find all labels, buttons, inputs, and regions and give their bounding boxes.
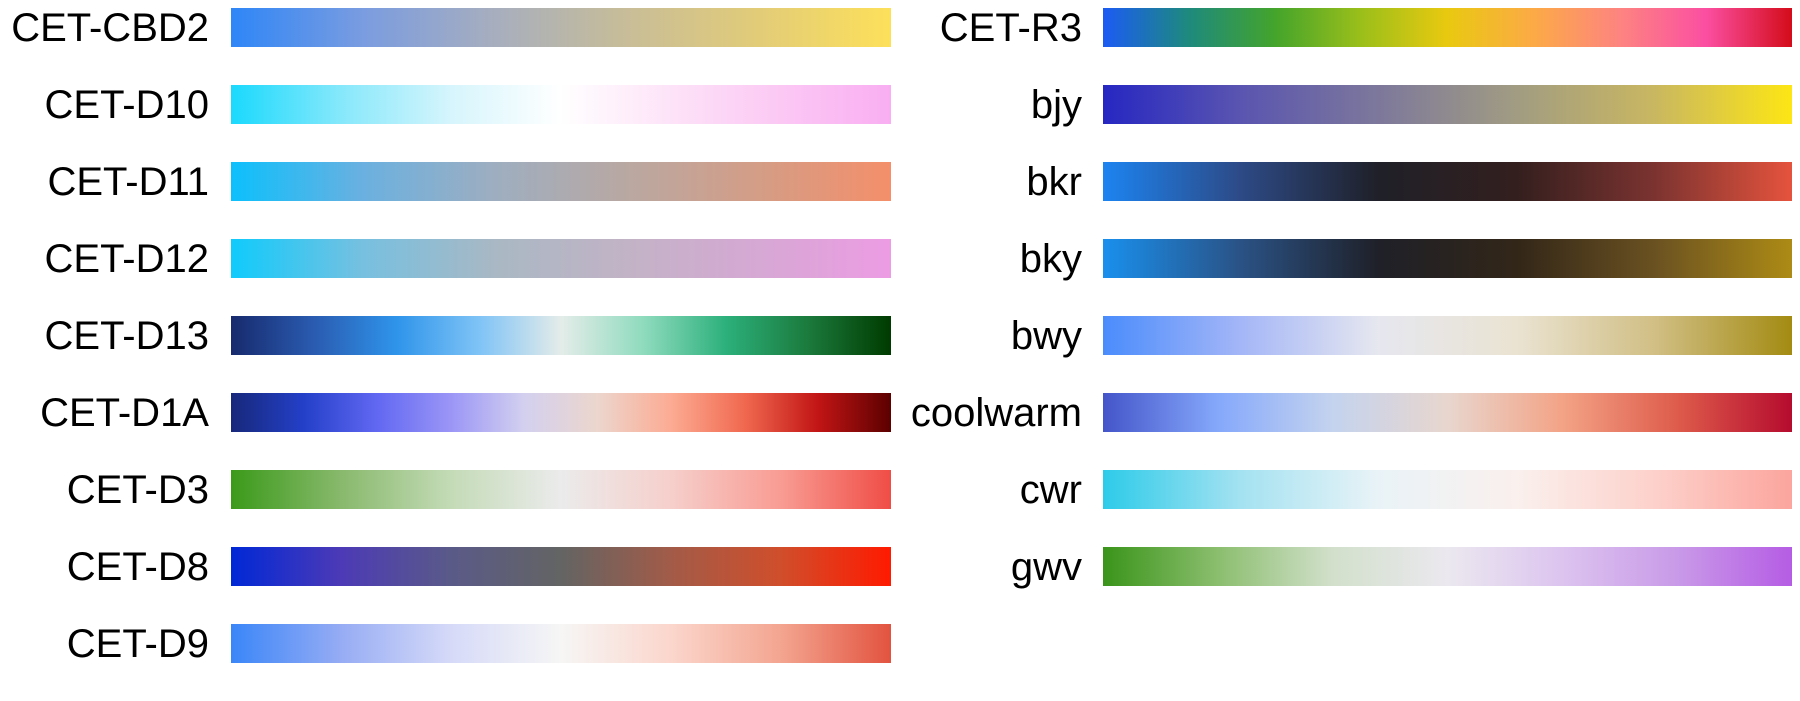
colormap-column-right: CET-R3 bjy bkr bky bwy coolwarm cwr gwv xyxy=(900,8,1792,624)
colormap-label: cwr xyxy=(1019,467,1082,512)
colormap-label: CET-D11 xyxy=(47,159,209,204)
colormap-row-gwv: gwv xyxy=(900,544,1792,589)
colormap-row-cwr: cwr xyxy=(900,467,1792,512)
colormap-bar xyxy=(231,162,891,201)
colormap-row-bkr: bkr xyxy=(900,159,1792,204)
colormap-bar xyxy=(231,624,891,663)
colormap-label: CET-D10 xyxy=(44,82,210,127)
colormap-row-cet-r3: CET-R3 xyxy=(900,5,1792,50)
colormap-row-cet-d12: CET-D12 xyxy=(0,236,892,281)
colormap-bar xyxy=(231,470,891,509)
colormap-bar xyxy=(1103,470,1792,509)
colormap-row-coolwarm: coolwarm xyxy=(900,390,1792,435)
colormap-label: CET-CBD2 xyxy=(11,5,209,50)
colormap-row-cet-d3: CET-D3 xyxy=(0,467,892,512)
colormap-row-cet-d10: CET-D10 xyxy=(0,82,892,127)
colormap-label: gwv xyxy=(1010,544,1082,589)
colormap-bar xyxy=(1103,8,1792,47)
colormap-bar xyxy=(231,8,891,47)
colormap-row-cet-d8: CET-D8 xyxy=(0,544,892,589)
colormap-label: bwy xyxy=(1010,313,1082,358)
colormap-label: CET-D8 xyxy=(66,544,209,589)
colormap-label: coolwarm xyxy=(910,390,1082,435)
colormap-row-cet-cbd2: CET-CBD2 xyxy=(0,5,892,50)
colormap-label: CET-D1A xyxy=(40,390,209,435)
colormap-row-cet-d9: CET-D9 xyxy=(0,621,892,666)
colormap-label: CET-D9 xyxy=(66,621,209,666)
colormap-bar xyxy=(1103,547,1792,586)
colormap-bar xyxy=(231,393,891,432)
colormap-label: bky xyxy=(1019,236,1082,281)
colormap-bar xyxy=(1103,85,1792,124)
colormap-bar xyxy=(231,239,891,278)
colormap-label: bjy xyxy=(1030,82,1082,127)
colormap-label: CET-D12 xyxy=(44,236,210,281)
colormap-label: bkr xyxy=(1026,159,1082,204)
colormap-bar xyxy=(1103,239,1792,278)
colormap-row-bky: bky xyxy=(900,236,1792,281)
colormap-row-cet-d11: CET-D11 xyxy=(0,159,892,204)
colormap-label: CET-D3 xyxy=(66,467,209,512)
colormap-label: CET-D13 xyxy=(44,313,210,358)
colormap-column-left: CET-CBD2 CET-D10 CET-D11 CET-D12 CET-D13… xyxy=(0,8,892,701)
colormap-bar xyxy=(231,85,891,124)
colormap-bar xyxy=(1103,316,1792,355)
colormap-bar xyxy=(231,547,891,586)
colormap-bar xyxy=(1103,393,1792,432)
colormap-label: CET-R3 xyxy=(939,5,1082,50)
colormap-row-bjy: bjy xyxy=(900,82,1792,127)
colormap-bar xyxy=(231,316,891,355)
colormap-row-bwy: bwy xyxy=(900,313,1792,358)
colormap-row-cet-d1a: CET-D1A xyxy=(0,390,892,435)
colormap-bar xyxy=(1103,162,1792,201)
colormap-row-cet-d13: CET-D13 xyxy=(0,313,892,358)
